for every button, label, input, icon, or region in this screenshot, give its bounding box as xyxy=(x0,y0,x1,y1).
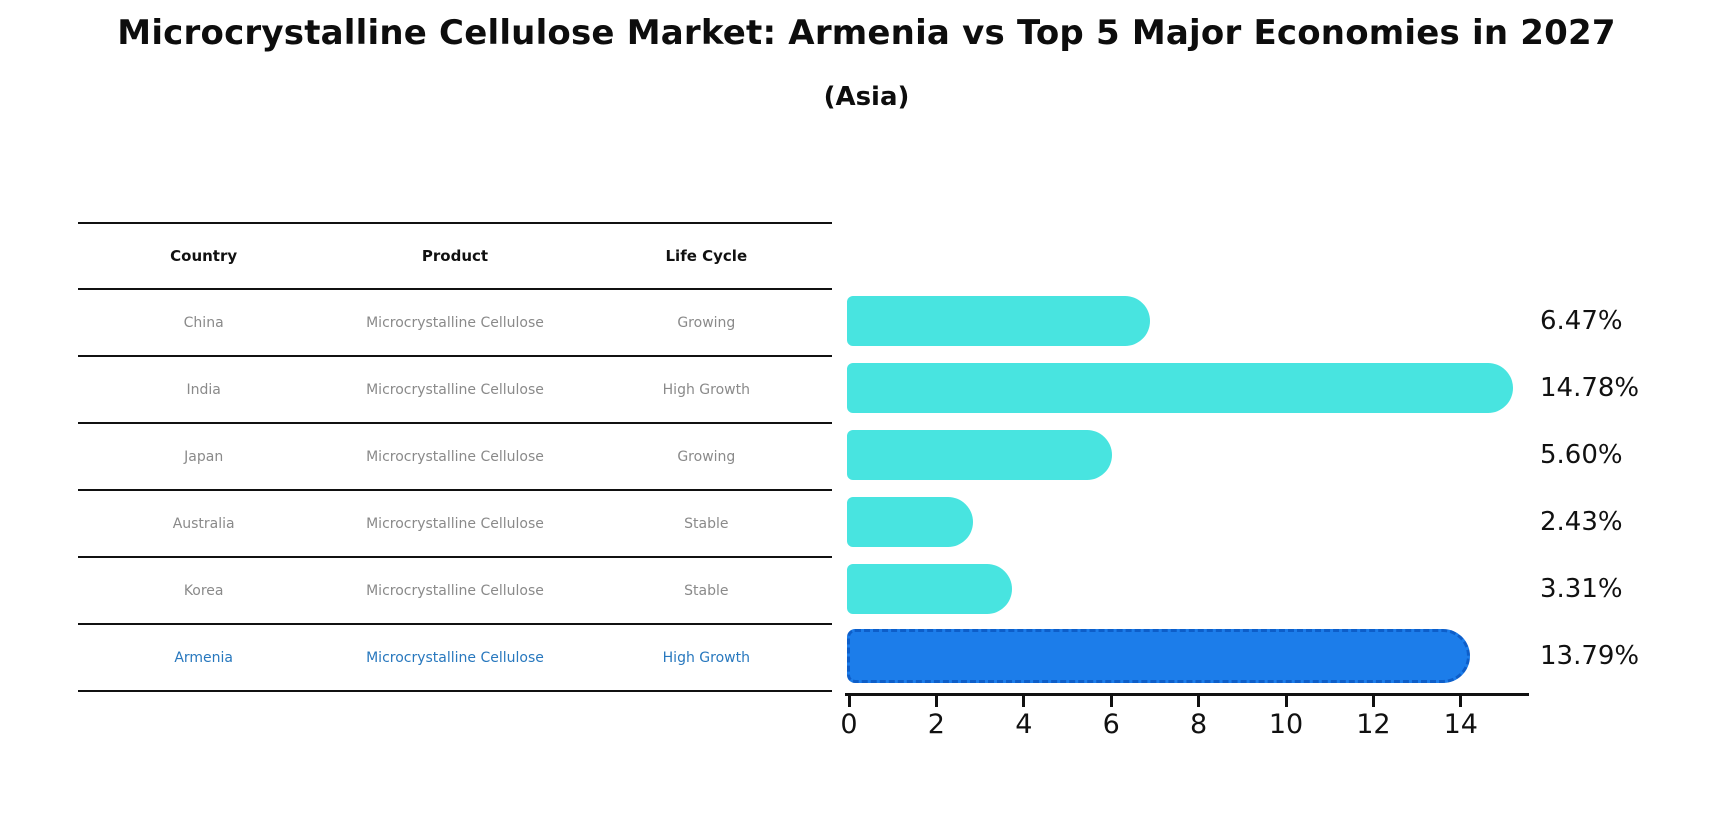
cell-country: Armenia xyxy=(174,649,233,666)
bar-korea xyxy=(847,564,1012,614)
table-body: China Microcrystalline Cellulose Growing In… xyxy=(78,290,832,692)
x-tick-mark-2 xyxy=(934,696,938,707)
value-label-china: 6.47% xyxy=(1540,306,1623,336)
table-row-japan: Japan Microcrystalline Cellulose Growing xyxy=(78,424,832,491)
x-tick-label-4: 4 xyxy=(1015,709,1033,740)
x-tick-label-2: 2 xyxy=(927,709,945,740)
x-tick-label-10: 10 xyxy=(1268,709,1304,740)
bar-australia xyxy=(847,497,974,547)
column-header-life-cycle: Life Cycle xyxy=(665,247,748,265)
cell-country: Japan xyxy=(184,448,224,465)
value-label-korea: 3.31% xyxy=(1540,574,1623,604)
x-tick-mark-14 xyxy=(1459,696,1463,707)
bar-india xyxy=(847,363,1513,413)
cell-country: India xyxy=(186,381,221,398)
cell-product: Microcrystalline Cellulose xyxy=(366,314,544,331)
cell-life-cycle: High Growth xyxy=(662,381,750,398)
cell-life-cycle: Stable xyxy=(684,582,729,599)
x-axis-line xyxy=(845,693,1529,696)
value-label-india: 14.78% xyxy=(1540,373,1640,403)
cell-life-cycle: Growing xyxy=(677,314,736,331)
table-header-row: Country Product Life Cycle xyxy=(78,224,832,290)
table-row-australia: Australia Microcrystalline Cellulose Stabl… xyxy=(78,491,832,558)
x-tick-mark-6 xyxy=(1109,696,1113,707)
table-row-china: China Microcrystalline Cellulose Growing xyxy=(78,290,832,357)
value-label-armenia: 13.79% xyxy=(1540,641,1640,671)
cell-country: Korea xyxy=(183,582,224,599)
column-header-product: Product xyxy=(421,247,489,265)
bar-japan xyxy=(847,430,1112,480)
x-tick-mark-0 xyxy=(847,696,851,707)
x-tick-label-14: 14 xyxy=(1443,709,1478,740)
x-tick-label-0: 0 xyxy=(840,709,858,740)
cell-country: China xyxy=(183,314,224,331)
cell-life-cycle: Growing xyxy=(677,448,736,465)
bar-china xyxy=(847,296,1150,346)
cell-country: Australia xyxy=(172,515,235,532)
page-subtitle: (Asia) xyxy=(823,82,910,112)
x-tick-label-6: 6 xyxy=(1102,709,1120,740)
cell-product: Microcrystalline Cellulose xyxy=(366,582,544,599)
cell-life-cycle: Stable xyxy=(684,515,729,532)
cell-life-cycle: High Growth xyxy=(662,649,750,666)
country-info-table: Country Product Life Cycle China Microcry… xyxy=(78,222,832,692)
x-tick-label-12: 12 xyxy=(1356,709,1391,740)
x-tick-mark-8 xyxy=(1197,696,1201,707)
table-row-india: India Microcrystalline Cellulose High Grow… xyxy=(78,357,832,424)
cell-product: Microcrystalline Cellulose xyxy=(366,515,544,532)
table-row-armenia: Armenia Microcrystalline Cellulose High Gr… xyxy=(78,625,832,692)
column-header-country: Country xyxy=(170,247,238,265)
x-tick-mark-12 xyxy=(1371,696,1375,707)
x-tick-mark-10 xyxy=(1284,696,1288,707)
cell-product: Microcrystalline Cellulose xyxy=(366,381,544,398)
page-title: Microcrystalline Cellulose Market: Armen… xyxy=(117,13,1616,53)
value-label-australia: 2.43% xyxy=(1540,507,1623,537)
value-label-japan: 5.60% xyxy=(1540,440,1623,470)
cell-product: Microcrystalline Cellulose xyxy=(366,649,544,666)
table-row-korea: Korea Microcrystalline Cellulose Stable xyxy=(78,558,832,625)
x-tick-mark-4 xyxy=(1022,696,1026,707)
x-tick-label-8: 8 xyxy=(1190,709,1208,740)
cell-product: Microcrystalline Cellulose xyxy=(366,448,544,465)
bar-armenia xyxy=(847,629,1470,683)
